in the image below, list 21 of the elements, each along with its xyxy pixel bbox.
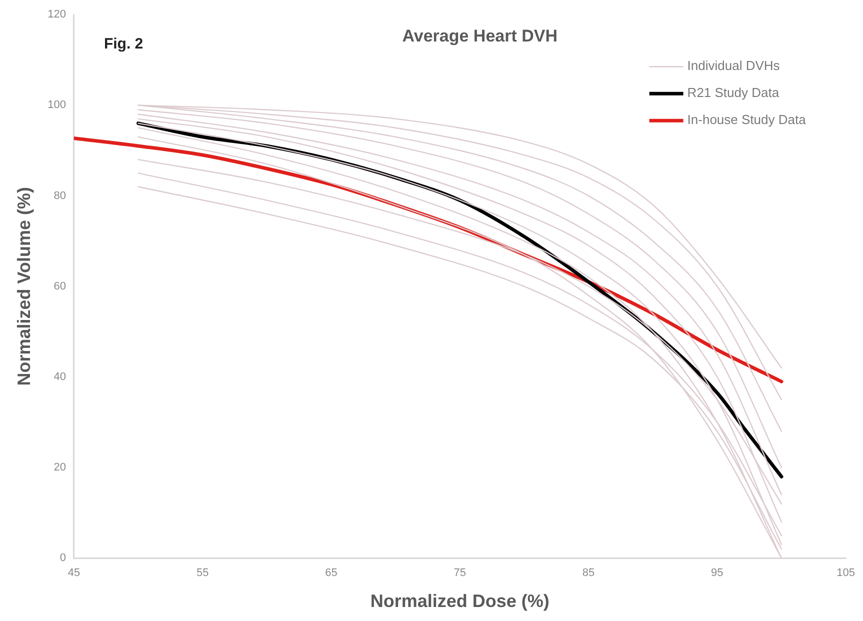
y-tick-label: 60 (54, 280, 66, 292)
legend-label: Individual DVHs (687, 58, 780, 74)
legend-label: R21 Study Data (687, 85, 780, 100)
y-tick-label: 40 (54, 371, 66, 384)
x-tick-label: 65 (325, 566, 338, 579)
y-tick-label: 20 (54, 462, 66, 474)
legend-label: In-house Study Data (687, 112, 807, 128)
x-tick-label: 95 (711, 566, 724, 579)
y-tick-label: 80 (54, 190, 66, 202)
y-tick-label: 120 (48, 8, 66, 21)
x-tick-label: 45 (68, 566, 80, 579)
annotation: Fig. 2 (104, 36, 144, 53)
y-axis-title: Normalized Volume (%) (14, 187, 34, 386)
x-tick-label: 105 (836, 566, 856, 579)
x-tick-label: 55 (196, 566, 209, 579)
y-tick-label: 100 (48, 99, 66, 112)
x-tick-label: 75 (454, 566, 466, 579)
x-axis-title: Normalized Dose (%) (370, 591, 550, 612)
y-tick-label: 0 (60, 552, 66, 564)
x-tick-label: 85 (582, 566, 595, 579)
text: Average Heart DVH (402, 26, 558, 46)
